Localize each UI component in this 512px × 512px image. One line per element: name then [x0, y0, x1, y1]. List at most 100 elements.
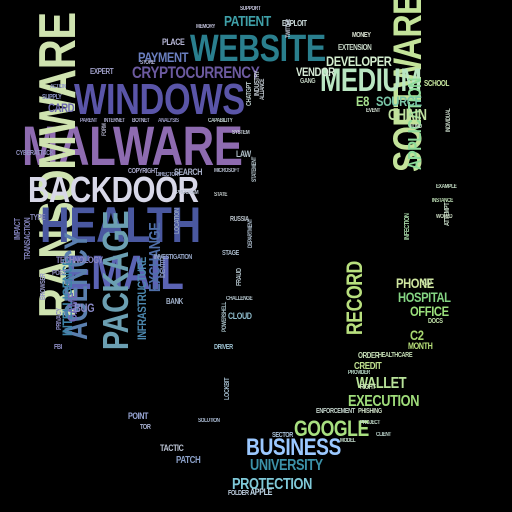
word-alliance: ALLIANCE	[260, 78, 266, 100]
word-wallet: WALLET	[356, 375, 407, 392]
word-state: STATE	[214, 192, 228, 198]
word-support: SUPPORT	[240, 6, 261, 12]
word-transaction: TRANSACTION	[23, 217, 32, 260]
word-copyright: COPYRIGHT	[128, 168, 158, 175]
word-chain: CHAIN	[388, 107, 427, 124]
word-chatgpt: CHATGPT	[246, 82, 253, 106]
word-capability: CAPABILITY	[208, 118, 233, 124]
word-folder: FOLDER	[228, 490, 249, 497]
word-right: RIGHT	[360, 384, 376, 391]
word-model: MODEL	[340, 438, 356, 444]
word-malware: MALWARE	[22, 114, 243, 177]
word-location: LOCATION	[174, 208, 181, 234]
word-healthcare: HEALTHCARE	[378, 352, 413, 359]
word-sector: SECTOR	[272, 432, 293, 439]
word-execution: EXECUTION	[348, 393, 420, 410]
word-powershell: POWERSHELL	[222, 302, 228, 332]
word-system: SYSTEM	[232, 130, 250, 136]
word-package: PACKAGE	[95, 210, 136, 350]
word-c2: C2	[410, 327, 424, 343]
word-e8: E8	[356, 93, 369, 109]
word-money: MONEY	[352, 32, 371, 39]
word-provider: PROVIDER	[348, 370, 370, 376]
word-office: OFFICE	[410, 303, 449, 319]
word-point: POINT	[128, 411, 149, 421]
word-backdoor: BACKDOOR	[28, 169, 199, 210]
word-school: SCHOOL	[424, 79, 449, 88]
word-developer: DEVELOPER	[326, 53, 392, 69]
word-botnet: BOTNET	[132, 118, 150, 124]
word-analysis: ANALYSIS	[158, 118, 179, 124]
word-russia: RUSSIA	[230, 216, 249, 223]
word-fbi: FBI	[54, 344, 62, 351]
word-technology: TECHNOLOGY	[56, 255, 103, 265]
word-supply: SUPPLY	[42, 94, 62, 101]
word-cloud: CLOUD	[228, 311, 252, 321]
word-apple: APPLE	[250, 487, 273, 497]
word-lockbit: LOCKBIT	[224, 377, 231, 400]
word-department: DEPARTMENT	[248, 219, 254, 248]
word-google: GOOGLE	[294, 416, 369, 441]
word-month: MONTH	[408, 341, 433, 351]
word-place: PLACE	[162, 37, 185, 47]
word-cryptocurrency: CRYPTOCURRENCY	[132, 63, 260, 82]
word-order: ORDER	[358, 351, 380, 360]
word-fraud: FRAUD	[236, 268, 243, 286]
word-program: PROGRAM	[176, 190, 199, 196]
word-health: HEALTH	[40, 197, 201, 253]
word-phone: PHONE	[396, 275, 434, 291]
word-expert: EXPERT	[90, 67, 114, 76]
word-website: WEBSITE	[190, 28, 326, 70]
word-solution: SOLUTION	[198, 418, 220, 424]
word-directory: DIRECTORY	[156, 172, 181, 178]
word-tor: TOR	[140, 424, 151, 431]
word-tactic: TACTIC	[160, 443, 184, 453]
word-form: FORM	[102, 123, 108, 136]
word-business: BUSINESS	[246, 434, 341, 461]
word-cyberattack: CYBERATTACK	[16, 150, 54, 157]
word-patch: PATCH	[176, 455, 201, 466]
word-docs: DOCS	[428, 318, 443, 325]
word-credit: CREDIT	[354, 361, 382, 372]
word-source: SOURCE	[376, 93, 422, 109]
word-example: EXAMPLE	[436, 184, 457, 190]
word-law: LAW	[236, 149, 251, 159]
word-enforcement: ENFORCEMENT	[316, 408, 355, 415]
word-challenge: CHALLENGE	[226, 296, 253, 302]
word-client: CLIENT	[376, 432, 391, 438]
word-individual: INDIVIDUAL	[446, 108, 452, 132]
word-gang: GANG	[300, 78, 316, 85]
word-internet: INTERNET	[104, 118, 125, 124]
word-browser: BROWSER	[40, 273, 47, 300]
word-infection: INFECTION	[404, 213, 411, 240]
word-email: EMAIL	[66, 247, 184, 300]
word-extension: EXTENSION	[338, 43, 372, 52]
word-fund: FUND	[410, 124, 422, 130]
word-identity: IDENTITY	[160, 255, 167, 278]
word-record: RECORD	[342, 261, 367, 335]
word-memory: MEMORY	[196, 24, 216, 30]
word-bank: BANK	[166, 297, 183, 306]
word-store: STORE	[140, 60, 155, 66]
word-windows: WINDOWS	[74, 75, 245, 124]
word-world: WORLD	[436, 214, 453, 220]
word-payment: PAYMENT	[138, 49, 189, 65]
word-exploit: EXPLOIT	[282, 19, 307, 28]
word-privacy: PRIVACY	[56, 308, 63, 330]
word-parent: PARENT	[80, 118, 97, 124]
word-type: TYPE	[30, 213, 46, 222]
word-infrastructure: INFRASTRUCTURE	[135, 257, 149, 340]
word-instance: INSTANCE	[432, 198, 453, 204]
word-driver: DRIVER	[214, 344, 233, 351]
word-stage: STAGE	[222, 250, 239, 257]
word-patient: PATIENT	[224, 13, 271, 30]
word-vendor: VENDOR	[296, 65, 335, 79]
word-event: EVENT	[366, 108, 381, 114]
word-card: CARD	[48, 101, 75, 115]
word-phishing: PHISHING	[358, 408, 382, 415]
word-bug: BUG	[74, 301, 95, 315]
word-ad: AD	[422, 277, 432, 287]
word-impact: IMPACT	[13, 218, 22, 240]
word-protection: PROTECTION	[232, 476, 312, 493]
